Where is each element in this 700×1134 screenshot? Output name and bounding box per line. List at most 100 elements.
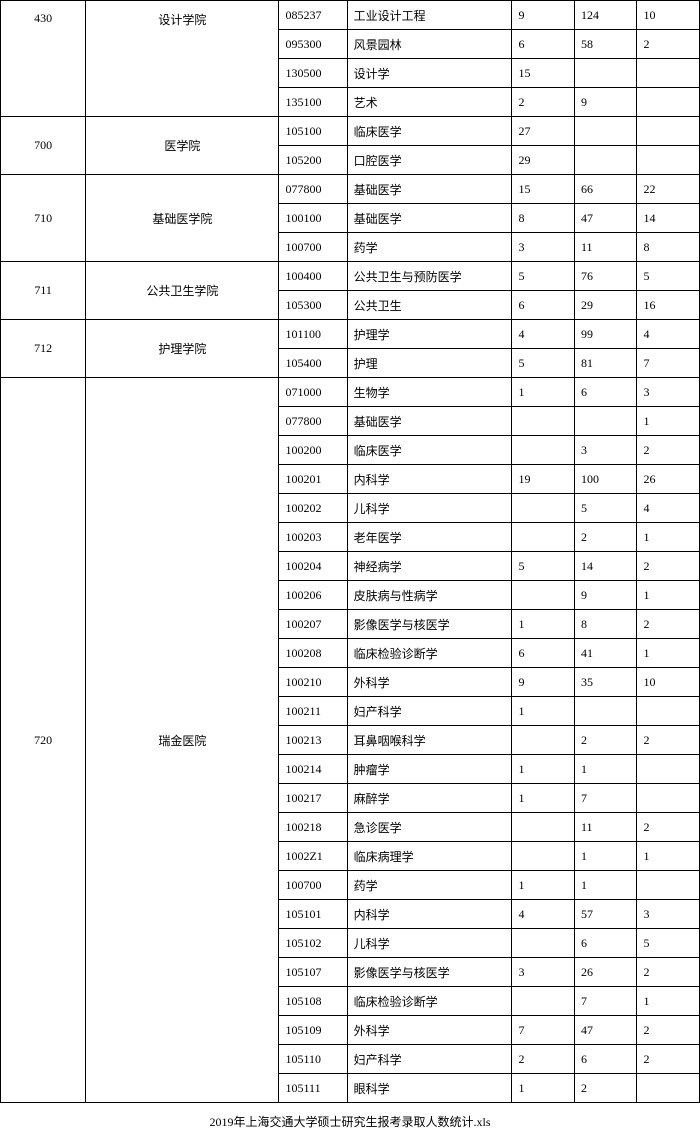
major-code-cell: 077800	[279, 407, 347, 436]
col3-cell: 22	[637, 175, 700, 204]
major-name-cell: 内科学	[347, 900, 512, 929]
major-code-cell: 105111	[279, 1074, 347, 1103]
major-code-cell: 100206	[279, 581, 347, 610]
col1-cell: 4	[512, 900, 575, 929]
col3-cell	[637, 117, 700, 146]
col3-cell: 14	[637, 204, 700, 233]
major-name-cell: 基础医学	[347, 175, 512, 204]
table-row: 711公共卫生学院100400公共卫生与预防医学5765	[1, 262, 700, 291]
col3-cell: 16	[637, 291, 700, 320]
col3-cell	[637, 784, 700, 813]
col3-cell: 10	[637, 668, 700, 697]
col1-cell: 1	[512, 697, 575, 726]
col1-cell: 27	[512, 117, 575, 146]
major-code-cell: 100203	[279, 523, 347, 552]
major-code-cell: 100201	[279, 465, 347, 494]
major-name-cell: 肿瘤学	[347, 755, 512, 784]
col3-cell: 1	[637, 581, 700, 610]
col2-cell: 1	[574, 842, 637, 871]
major-name-cell: 生物学	[347, 378, 512, 407]
col3-cell: 2	[637, 1016, 700, 1045]
major-name-cell: 基础医学	[347, 407, 512, 436]
major-name-cell: 妇产科学	[347, 1045, 512, 1074]
col3-cell: 2	[637, 552, 700, 581]
col1-cell: 3	[512, 958, 575, 987]
enrollment-table: 430设计学院085237工业设计工程912410095300风景园林65821…	[0, 0, 700, 1103]
col3-cell: 2	[637, 30, 700, 59]
dept-name-cell: 公共卫生学院	[86, 262, 279, 320]
major-code-cell: 105110	[279, 1045, 347, 1074]
col2-cell: 3	[574, 436, 637, 465]
col3-cell: 2	[637, 1045, 700, 1074]
col1-cell: 1	[512, 378, 575, 407]
major-name-cell: 护理	[347, 349, 512, 378]
col3-cell: 26	[637, 465, 700, 494]
col2-cell: 11	[574, 233, 637, 262]
col2-cell: 6	[574, 1045, 637, 1074]
major-name-cell: 耳鼻咽喉科学	[347, 726, 512, 755]
major-code-cell: 100700	[279, 233, 347, 262]
col1-cell: 1	[512, 871, 575, 900]
col3-cell: 1	[637, 407, 700, 436]
col1-cell: 2	[512, 88, 575, 117]
col2-cell: 41	[574, 639, 637, 668]
col3-cell: 4	[637, 494, 700, 523]
major-code-cell: 095300	[279, 30, 347, 59]
col2-cell	[574, 117, 637, 146]
major-code-cell: 105102	[279, 929, 347, 958]
major-code-cell: 100208	[279, 639, 347, 668]
col1-cell	[512, 436, 575, 465]
col3-cell	[637, 1074, 700, 1103]
col2-cell	[574, 146, 637, 175]
major-code-cell: 100204	[279, 552, 347, 581]
table-row: 712护理学院101100护理学4994	[1, 320, 700, 349]
major-code-cell: 100202	[279, 494, 347, 523]
col1-cell: 5	[512, 349, 575, 378]
col2-cell: 26	[574, 958, 637, 987]
major-code-cell: 105400	[279, 349, 347, 378]
col2-cell: 11	[574, 813, 637, 842]
col2-cell: 6	[574, 378, 637, 407]
major-name-cell: 基础医学	[347, 204, 512, 233]
major-code-cell: 100400	[279, 262, 347, 291]
col3-cell: 1	[637, 842, 700, 871]
major-code-cell: 105109	[279, 1016, 347, 1045]
major-code-cell: 135100	[279, 88, 347, 117]
major-name-cell: 药学	[347, 233, 512, 262]
col1-cell: 3	[512, 233, 575, 262]
major-name-cell: 急诊医学	[347, 813, 512, 842]
col3-cell: 5	[637, 929, 700, 958]
major-code-cell: 105100	[279, 117, 347, 146]
col1-cell: 15	[512, 175, 575, 204]
col1-cell: 6	[512, 30, 575, 59]
col2-cell: 2	[574, 1074, 637, 1103]
major-code-cell: 1002Z1	[279, 842, 347, 871]
col3-cell: 10	[637, 1, 700, 30]
col2-cell: 35	[574, 668, 637, 697]
col1-cell	[512, 813, 575, 842]
col1-cell: 1	[512, 610, 575, 639]
col1-cell: 1	[512, 755, 575, 784]
col1-cell: 8	[512, 204, 575, 233]
col3-cell	[637, 755, 700, 784]
major-code-cell: 100210	[279, 668, 347, 697]
col3-cell	[637, 871, 700, 900]
major-code-cell: 100218	[279, 813, 347, 842]
col1-cell: 6	[512, 291, 575, 320]
major-name-cell: 艺术	[347, 88, 512, 117]
col3-cell: 2	[637, 726, 700, 755]
col3-cell: 7	[637, 349, 700, 378]
col1-cell	[512, 726, 575, 755]
major-name-cell: 眼科学	[347, 1074, 512, 1103]
major-name-cell: 老年医学	[347, 523, 512, 552]
col2-cell: 47	[574, 204, 637, 233]
major-code-cell: 077800	[279, 175, 347, 204]
major-name-cell: 临床医学	[347, 117, 512, 146]
major-code-cell: 071000	[279, 378, 347, 407]
major-name-cell: 儿科学	[347, 494, 512, 523]
col3-cell	[637, 59, 700, 88]
col2-cell: 14	[574, 552, 637, 581]
major-code-cell: 105107	[279, 958, 347, 987]
col2-cell: 8	[574, 610, 637, 639]
major-code-cell: 101100	[279, 320, 347, 349]
